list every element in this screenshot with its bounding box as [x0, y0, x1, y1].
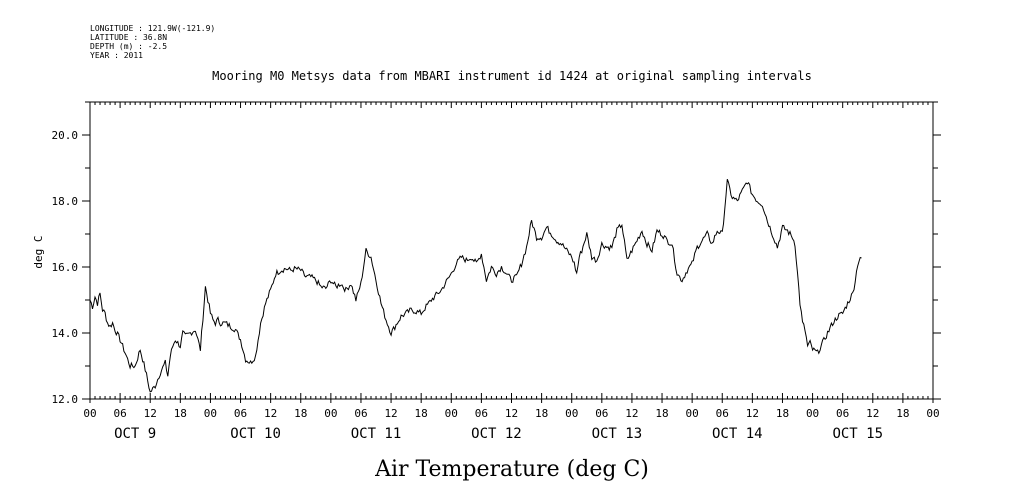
- x-tick-label: 12: [866, 407, 879, 420]
- x-tick-label: 00: [686, 407, 699, 420]
- x-axis-label: Air Temperature (deg C): [374, 457, 649, 482]
- series-line-air-temperature: [89, 179, 862, 393]
- x-tick-label: 00: [324, 407, 337, 420]
- y-tick-label: 12.0: [52, 393, 79, 406]
- y-tick-label: 20.0: [52, 129, 79, 142]
- x-tick-label: 18: [294, 407, 307, 420]
- x-tick-label: 06: [836, 407, 849, 420]
- x-axis-day-labels: OCT 9 OCT 10 OCT 11 OCT 12 OCT 13 OCT 14 OCT 1…: [114, 426, 883, 442]
- latitude-text: LATITUDE : 36.8N: [90, 33, 167, 42]
- y-tick-label: 16.0: [52, 261, 79, 274]
- x-day-label: OCT 11: [351, 426, 402, 442]
- x-tick-label: 18: [535, 407, 548, 420]
- x-day-label: OCT 14: [712, 426, 763, 442]
- x-day-label: OCT 15: [832, 426, 883, 442]
- x-axis-ticks: [89, 102, 934, 403]
- x-tick-label: 00: [445, 407, 458, 420]
- y-axis-labels: 12.0 14.0 16.0 18.0 20.0: [52, 129, 79, 406]
- x-tick-label: 12: [505, 407, 518, 420]
- chart-title: Mooring M0 Metsys data from MBARI instru…: [212, 69, 812, 83]
- x-tick-label: 06: [354, 407, 367, 420]
- y-axis-ticks: [82, 101, 941, 400]
- x-day-label: OCT 12: [471, 426, 522, 442]
- x-tick-label: 18: [655, 407, 668, 420]
- x-tick-label: 06: [716, 407, 729, 420]
- plot-frame: [89, 101, 934, 400]
- x-tick-label: 18: [174, 407, 187, 420]
- x-tick-label: 18: [776, 407, 789, 420]
- year-text: YEAR : 2011: [90, 51, 143, 60]
- y-tick-label: 18.0: [52, 195, 79, 208]
- x-tick-label: 12: [384, 407, 397, 420]
- y-tick-label: 14.0: [52, 327, 79, 340]
- x-tick-label: 06: [595, 407, 608, 420]
- x-tick-label: 00: [806, 407, 819, 420]
- x-tick-label: 18: [415, 407, 428, 420]
- x-tick-label: 12: [264, 407, 277, 420]
- longitude-text: LONGITUDE : 121.9W(-121.9): [90, 24, 215, 33]
- depth-text: DEPTH (m) : -2.5: [90, 42, 167, 51]
- x-axis-hour-labels: 00 06 12 18 00 06 12 18 00 06 12 18 00 06 12 18 00 06 12 18…: [83, 407, 939, 420]
- x-tick-label: 12: [746, 407, 759, 420]
- x-tick-label: 00: [926, 407, 939, 420]
- x-tick-label: 12: [625, 407, 638, 420]
- x-tick-label: 00: [83, 407, 96, 420]
- y-axis-label: deg C: [32, 235, 45, 268]
- x-tick-label: 06: [475, 407, 488, 420]
- x-tick-label: 06: [113, 407, 126, 420]
- x-tick-label: 00: [204, 407, 217, 420]
- x-day-label: OCT 10: [230, 426, 281, 442]
- x-tick-label: 18: [896, 407, 909, 420]
- x-day-label: OCT 9: [114, 426, 156, 442]
- x-tick-label: 06: [234, 407, 247, 420]
- x-tick-label: 12: [144, 407, 157, 420]
- x-tick-label: 00: [565, 407, 578, 420]
- x-day-label: OCT 13: [592, 426, 643, 442]
